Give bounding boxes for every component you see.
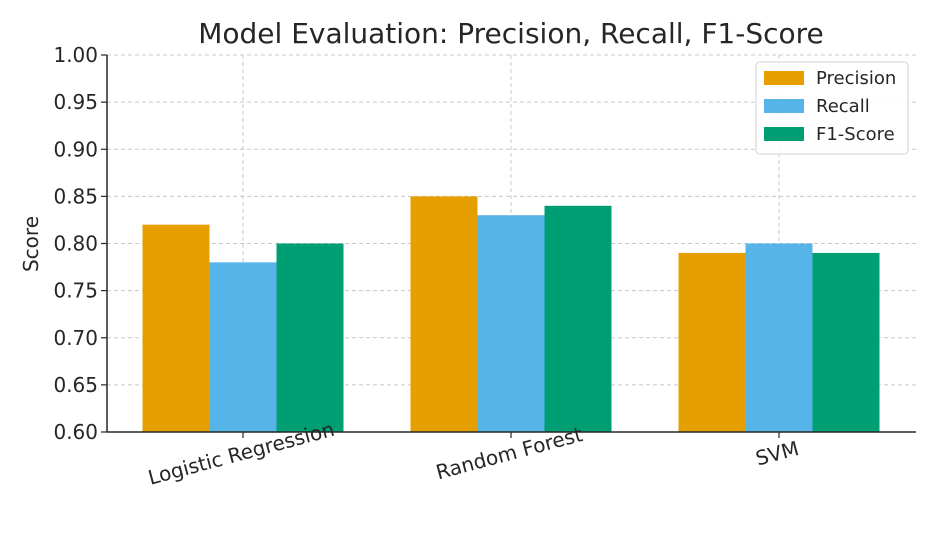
legend-swatch	[764, 127, 804, 141]
bar-f1-score	[544, 205, 612, 432]
x-tick-label: SVM	[753, 436, 801, 470]
bar-recall	[745, 243, 813, 432]
y-tick-label: 0.80	[53, 232, 98, 256]
y-tick-label: 0.65	[53, 373, 98, 397]
legend-label: Recall	[816, 96, 870, 117]
bar-recall	[209, 262, 277, 432]
legend-label: F1-Score	[816, 124, 895, 145]
chart-title: Model Evaluation: Precision, Recall, F1-…	[198, 17, 824, 50]
legend-swatch	[764, 99, 804, 113]
bar-precision	[142, 224, 210, 432]
legend-label: Precision	[816, 68, 896, 89]
y-tick-label: 1.00	[53, 43, 98, 67]
y-tick-label: 0.70	[53, 326, 98, 350]
y-tick-label: 0.60	[53, 420, 98, 444]
bar-f1-score	[812, 252, 880, 432]
legend: Precision Recall F1-Score	[755, 61, 909, 155]
legend-swatch	[764, 71, 804, 85]
y-tick-label: 0.75	[53, 279, 98, 303]
bars-layer	[142, 196, 880, 432]
y-tick-label: 0.85	[53, 184, 98, 208]
y-tick-label: 0.90	[53, 137, 98, 161]
bar-f1-score	[276, 243, 344, 432]
y-tick-label: 0.95	[53, 90, 98, 114]
bar-precision	[678, 252, 746, 432]
bar-precision	[410, 196, 478, 432]
y-axis-label: Score	[19, 216, 43, 272]
bar-recall	[477, 215, 545, 432]
